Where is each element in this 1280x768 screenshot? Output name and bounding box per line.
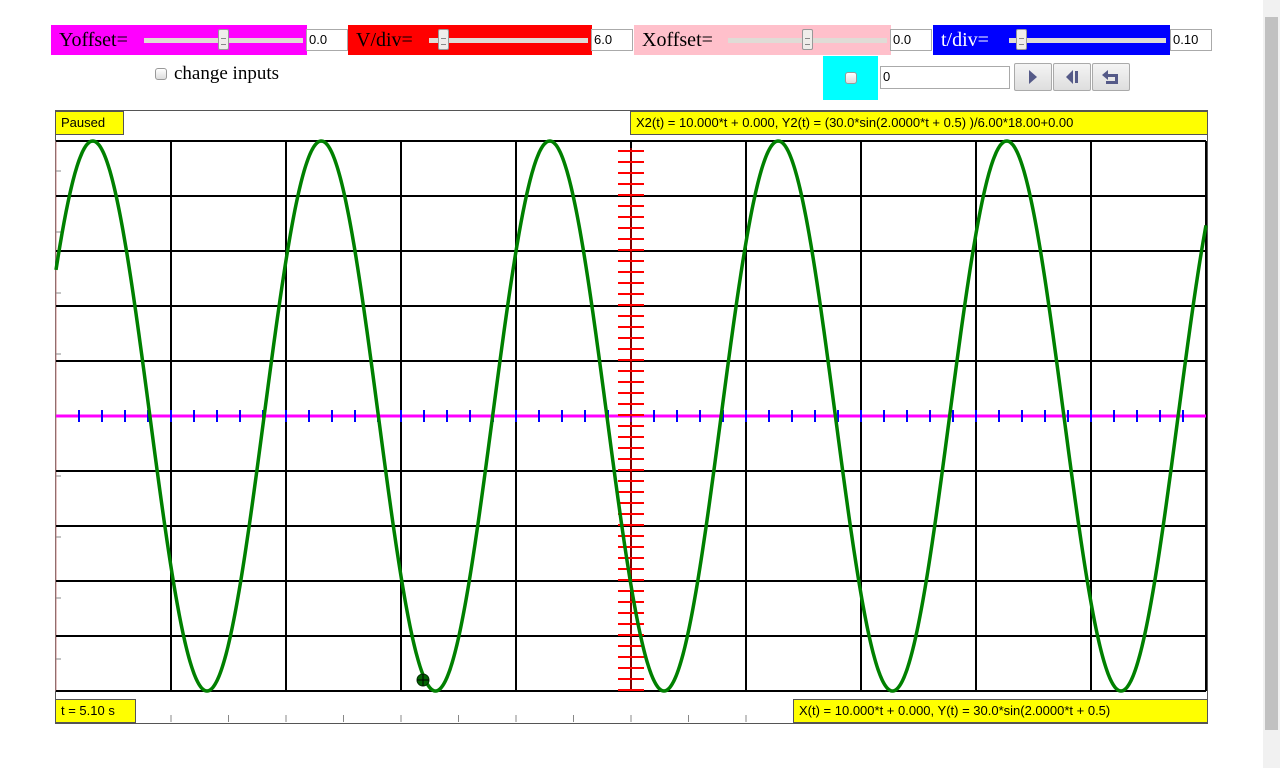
formula2-label: X2(t) = 10.000*t + 0.000, Y2(t) = (30.0*… [630,111,1208,135]
signal-trace [54,139,1208,693]
tdiv-slider[interactable] [1005,25,1170,55]
trace-checkbox[interactable] [844,72,857,84]
scrollbar-thumb[interactable] [1265,17,1278,730]
reset-button[interactable] [1092,63,1130,91]
status-label: Paused [55,111,124,135]
vdiv-slider[interactable] [425,25,592,55]
change-inputs-checkbox[interactable] [155,68,167,80]
change-inputs-label: change inputs [174,63,280,84]
formula1-label: X(t) = 10.000*t + 0.000, Y(t) = 30.0*sin… [793,699,1208,723]
tdiv-input[interactable]: 0.10 [1170,29,1212,51]
slider-thumb[interactable] [218,29,229,50]
vdiv-input[interactable]: 6.0 [591,29,633,51]
reset-icon [1102,70,1118,84]
xoffset-input[interactable]: 0.0 [890,29,932,51]
xoffset-label: Xoffset= [634,25,726,55]
crosshair-icon [417,674,429,686]
trace-toggle[interactable] [823,56,878,100]
time-label: t = 5.10 s [55,699,136,723]
yoffset-input[interactable]: 0.0 [306,29,348,51]
tdiv-label: t/div= [933,25,1008,55]
step-back-button[interactable] [1053,63,1091,91]
xoffset-slider[interactable] [724,25,891,55]
slider-thumb[interactable] [1016,29,1027,50]
time-input[interactable]: 0 [880,66,1010,89]
slider-thumb[interactable] [438,29,449,50]
slider-thumb[interactable] [802,29,813,50]
vdiv-label: V/div= [348,25,428,55]
play-icon [1029,70,1037,84]
step-back-icon [1066,70,1078,84]
play-button[interactable] [1014,63,1052,91]
yoffset-slider[interactable] [140,25,307,55]
vertical-scrollbar[interactable] [1263,0,1280,768]
yoffset-label: Yoffset= [51,25,141,55]
